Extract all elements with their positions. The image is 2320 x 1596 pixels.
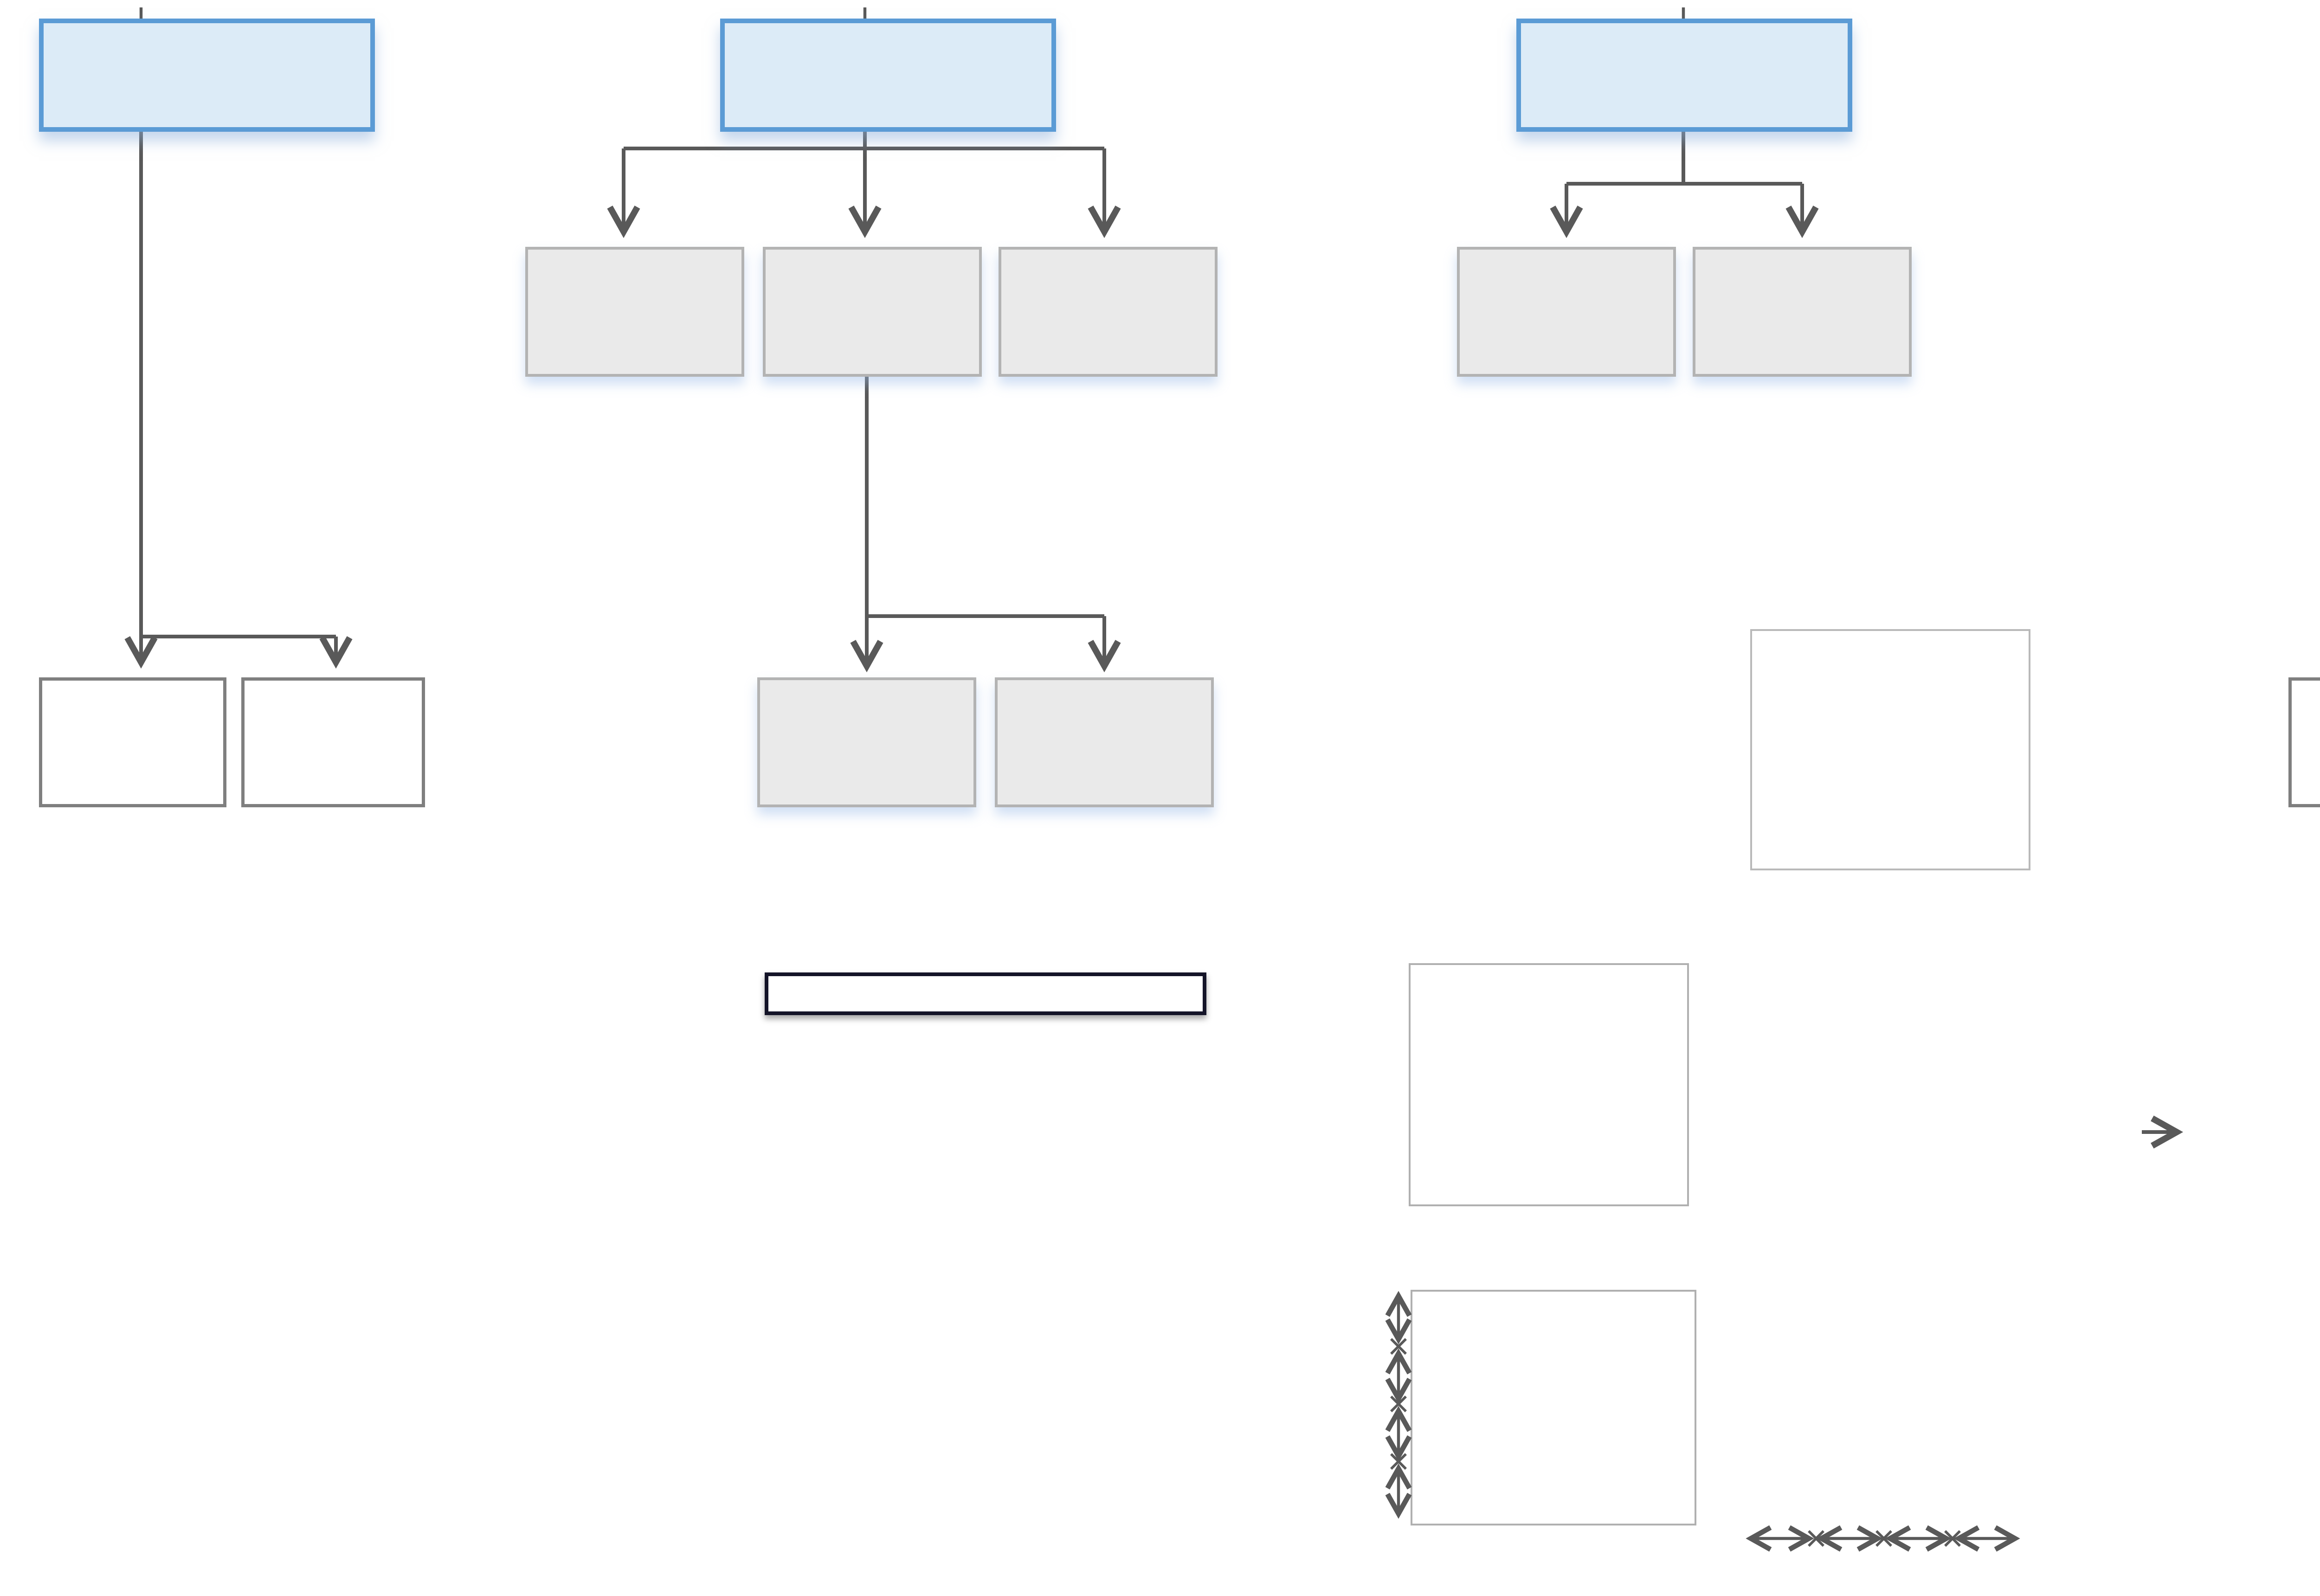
- spectrogram-segments-tcf: [1746, 1284, 2019, 1525]
- box-spectral-features: [763, 247, 982, 377]
- spectrogram-tf: [1409, 963, 1689, 1206]
- spatial-frequency-heatmap: [1750, 629, 2030, 870]
- eeg-raw-plot: [33, 1084, 449, 1425]
- box-timefreq-images: [1457, 247, 1676, 377]
- box-1d-vectors: [39, 677, 226, 807]
- box-frequency-features: [757, 677, 976, 807]
- spectrogram-grid-tcfc: [1032, 1284, 1318, 1522]
- spectrogram-stacked-bands: [1411, 1290, 1696, 1525]
- box-timefreq-features: [995, 677, 1214, 807]
- topo-map-2d: [2188, 1093, 2320, 1358]
- box-2d-matrices: [241, 677, 425, 807]
- box-time-points: [2288, 677, 2320, 807]
- spectrogram-tfc-stack: [1726, 961, 2030, 1204]
- feature-vector-bar: [765, 972, 1206, 1015]
- box-spatialfreq-images: [1693, 247, 1912, 377]
- header-extracted-features: [720, 19, 1056, 132]
- box-temporal-features: [525, 247, 744, 377]
- header-spectral-images: [1516, 19, 1852, 132]
- header-raw-signal-values: [39, 19, 375, 132]
- box-spatial-features: [999, 247, 1218, 377]
